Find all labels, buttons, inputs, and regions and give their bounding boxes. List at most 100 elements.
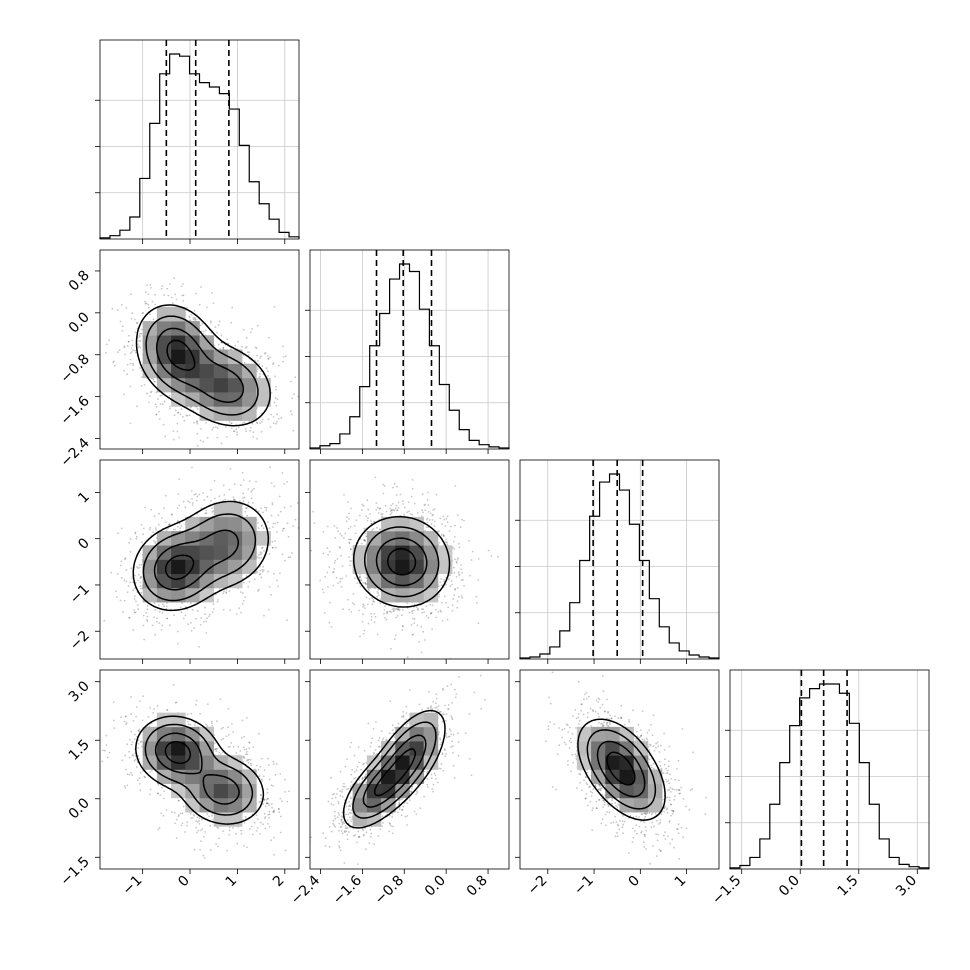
sample-point [137,343,139,346]
sample-point [442,579,445,581]
density-bin [395,516,410,532]
sample-point [262,569,265,571]
sample-point [133,595,136,598]
sample-point [453,571,456,574]
sample-point [386,611,388,614]
sample-point [243,748,246,751]
sample-point [137,346,140,349]
sample-point [348,608,350,611]
density-bin [227,392,243,407]
sample-point [149,283,152,286]
sample-point [146,619,148,621]
sample-point [382,483,385,486]
sample-point [155,413,158,416]
sample-point [314,529,316,531]
sample-point [154,541,157,543]
sample-point [348,512,350,515]
sample-point [417,608,419,610]
density-bin [242,377,257,393]
sample-point [393,607,395,610]
histogram-step [519,473,720,659]
density-bin [437,559,453,575]
sample-point [129,538,132,540]
sample-point [229,609,231,612]
sample-point [393,509,396,512]
sample-point [270,784,273,787]
sample-point [219,753,222,756]
sample-point [247,488,250,490]
sample-point [411,634,414,636]
sample-point [430,523,433,526]
sample-point [261,546,264,549]
sample-point [285,355,287,358]
sample-point [141,376,143,378]
sample-point [457,571,460,574]
sample-point [310,549,312,552]
sample-point [270,391,273,394]
sample-point [265,469,267,471]
sample-point [195,831,198,834]
sample-point [283,482,286,485]
sample-point [242,746,245,748]
density-bin [242,545,257,560]
sample-point [276,579,278,582]
sample-point [364,607,366,609]
sample-point [217,845,219,848]
sample-point [137,779,139,782]
sample-point [395,616,397,619]
sample-point [123,558,126,560]
sample-point [126,373,129,376]
sample-point [123,369,125,372]
sample-point [139,772,142,774]
sample-point [397,608,399,611]
sample-point [227,746,230,748]
sample-point [222,347,225,349]
sample-point [378,508,381,510]
sample-point [395,494,398,496]
sample-point [361,509,363,511]
sample-point [322,591,325,594]
sample-point [150,287,152,289]
sample-point [456,559,459,561]
sample-point [443,518,446,521]
sample-point [162,603,164,606]
sample-point [246,846,248,849]
sample-point [377,588,380,591]
density-bin [213,545,229,560]
sample-point [340,534,343,537]
density-bin [395,587,410,603]
sample-point [164,494,167,497]
sample-point [260,370,262,373]
sample-point [426,519,428,521]
sample-point [406,656,409,659]
sample-point [210,488,213,491]
sample-point [186,306,188,309]
density-bin [171,392,186,407]
sample-point [232,731,235,733]
sample-point [161,517,163,519]
sample-point [454,558,456,561]
contour-line [145,315,259,416]
sample-point [171,513,173,516]
sample-point [123,345,126,347]
sample-point [216,331,218,334]
sample-point [402,500,404,503]
sample-point [278,811,281,814]
sample-point [404,506,406,509]
sample-point [196,432,199,435]
sample-point [182,294,185,297]
sample-point [192,813,195,816]
sample-point [128,616,131,619]
sample-point [115,590,117,593]
sample-point [340,585,343,588]
sample-point [137,608,140,611]
sample-point [253,821,256,824]
sample-point [126,591,129,594]
sample-point [145,302,148,305]
sample-point [130,347,133,349]
sample-point [293,393,295,396]
sample-point [250,497,253,500]
sample-point [256,827,259,829]
sample-point [321,588,324,591]
sample-point [276,420,278,423]
